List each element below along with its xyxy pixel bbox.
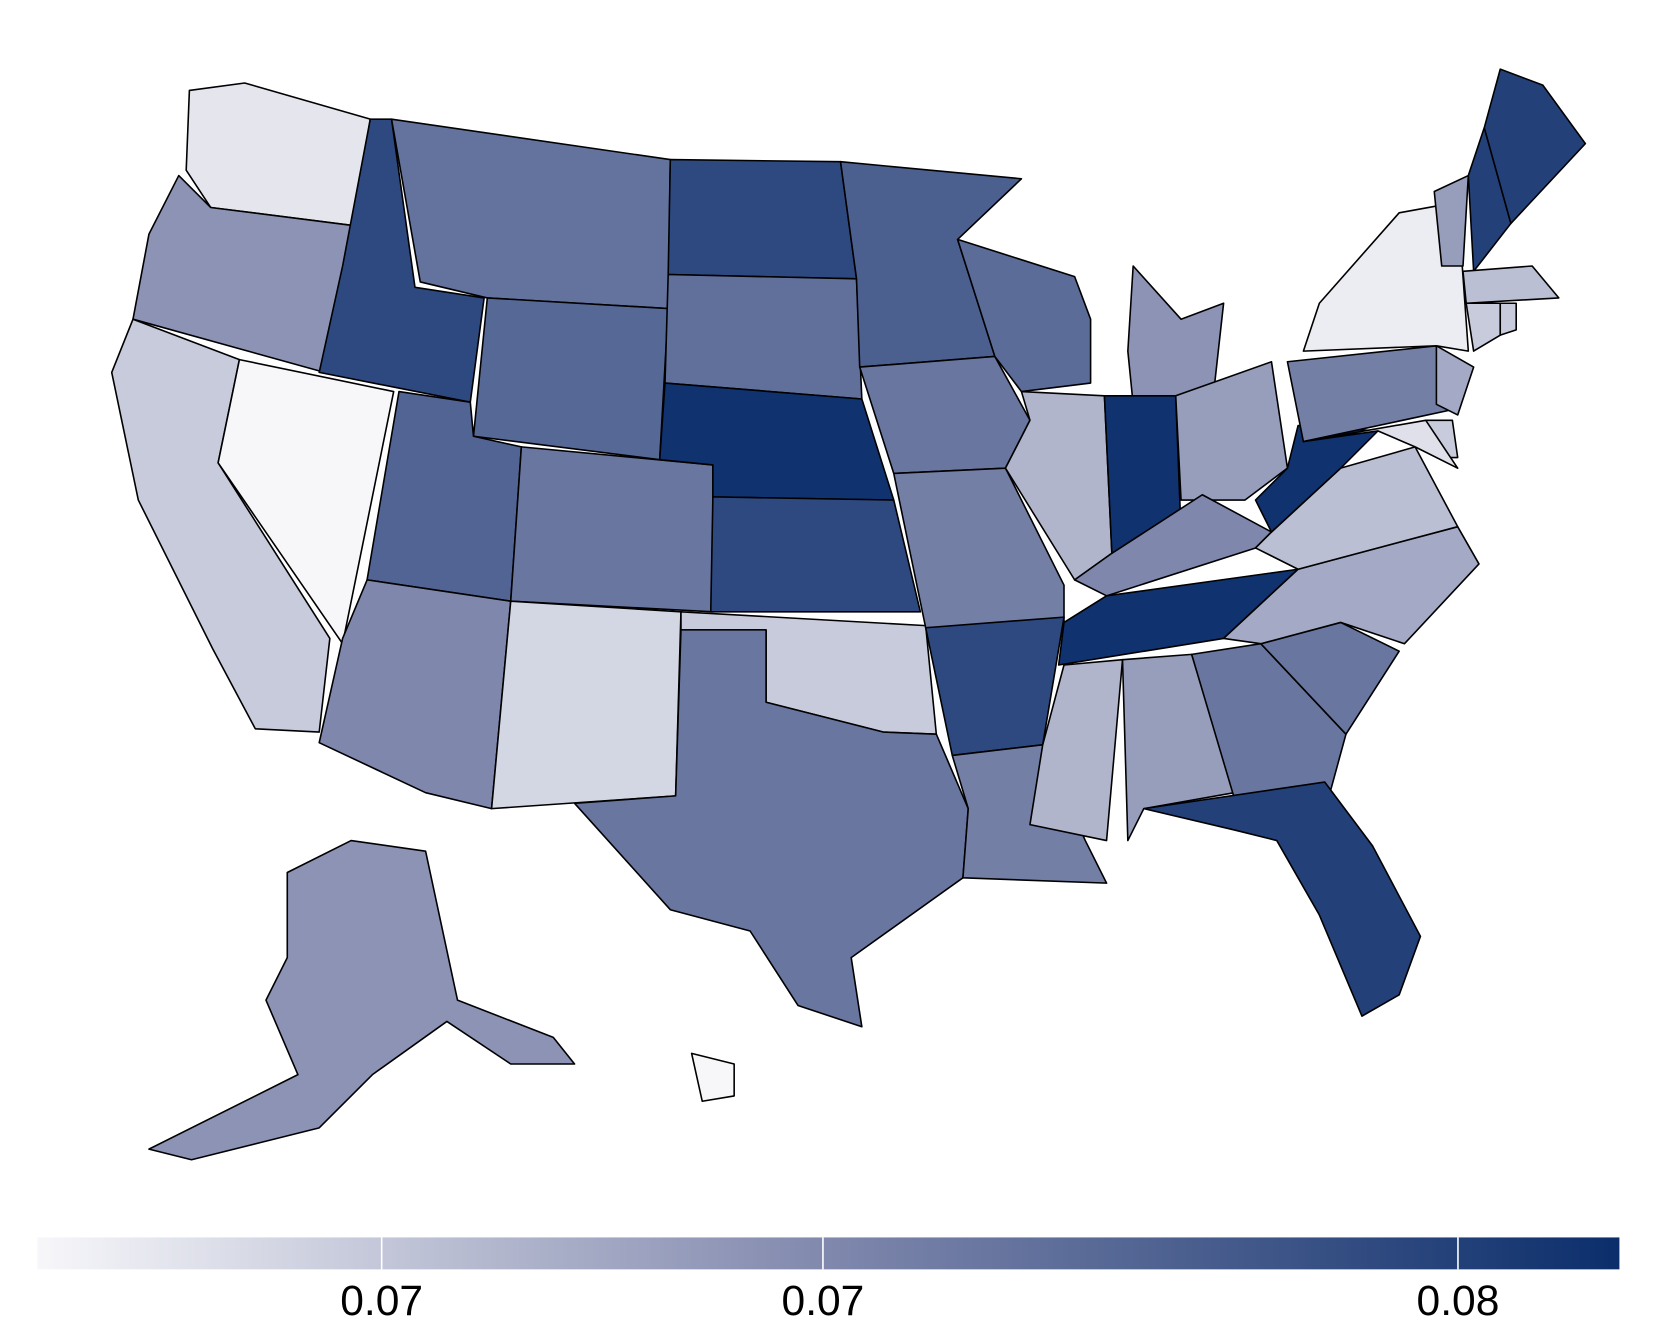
colorbar [37, 1237, 1620, 1270]
state [573, 629, 970, 1028]
state [1302, 419, 1459, 469]
state [1190, 642, 1347, 799]
state [1483, 68, 1587, 225]
state [892, 467, 1065, 629]
state [1121, 653, 1236, 842]
state [1174, 360, 1289, 501]
state [318, 118, 485, 403]
state [1029, 658, 1124, 842]
state [956, 238, 1092, 393]
state [148, 839, 576, 1161]
state [1435, 345, 1475, 416]
state [1302, 201, 1470, 352]
state [690, 1052, 735, 1103]
colorbar-tick-label: 0.07 [782, 1277, 865, 1325]
state [509, 446, 714, 613]
state [490, 600, 682, 810]
state [1433, 174, 1470, 267]
state [924, 616, 1065, 757]
state [1254, 424, 1379, 533]
state [1143, 781, 1422, 1017]
state [667, 158, 858, 280]
state [1462, 265, 1560, 305]
colorbar-tick-label: 0.07 [340, 1277, 423, 1325]
state [1465, 302, 1502, 352]
state [858, 355, 1031, 475]
state [664, 273, 863, 400]
colorbar-tick-label: 0.08 [1417, 1277, 1500, 1325]
map-root: 0.07 0.07 0.08 [37, 68, 1620, 1325]
states [110, 68, 1587, 1161]
state [390, 118, 672, 310]
colorbar-ticks: 0.07 0.07 0.08 [340, 1237, 1499, 1325]
state [185, 82, 372, 227]
state [472, 297, 669, 461]
state [709, 496, 922, 613]
state [1499, 302, 1517, 336]
